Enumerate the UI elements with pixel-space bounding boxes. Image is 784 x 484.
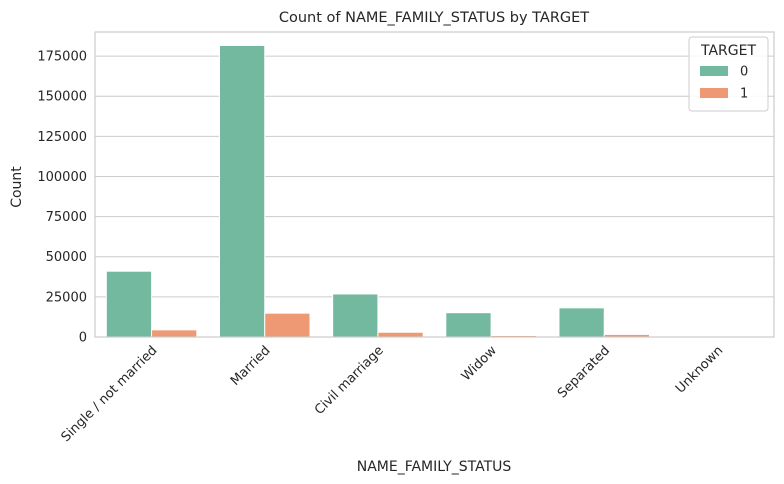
y-tick-label: 75000	[46, 210, 87, 225]
chart-title: Count of NAME_FAMILY_STATUS by TARGET	[279, 10, 589, 26]
legend-items: 01	[700, 65, 748, 102]
y-tick-label: 125000	[37, 130, 87, 145]
y-gridlines	[95, 55, 774, 338]
y-tick-label: 100000	[37, 170, 87, 185]
x-tick-label: Single / not married	[59, 343, 161, 445]
bar-separated-target-0	[558, 307, 605, 338]
bar-civil-marriage-target-0	[332, 293, 379, 338]
bar-single-not-married-target-0	[105, 270, 153, 338]
x-axis-label: NAME_FAMILY_STATUS	[357, 459, 512, 475]
y-tick-labels: 0 25000 50000 75000 100000 125000 150000 175000	[37, 50, 87, 346]
x-tick-label: Civil marriage	[312, 343, 387, 418]
bar-civil-marriage-target-1	[377, 331, 424, 338]
legend: TARGET 01	[688, 36, 769, 112]
legend-swatch-0	[700, 66, 728, 76]
legend-swatch-1	[700, 88, 728, 98]
x-tick-labels: Single / not married Married Civil marriag…	[59, 343, 727, 445]
bars	[105, 45, 718, 338]
y-tick-label: 175000	[37, 50, 87, 65]
legend-title: TARGET	[700, 43, 756, 59]
bar-married-target-1	[264, 312, 311, 338]
x-tick-label: Widow	[459, 343, 500, 384]
legend-label-1: 1	[740, 87, 748, 102]
bar-single-not-married-target-1	[151, 329, 198, 338]
y-axis-label: Count	[9, 166, 25, 208]
x-tick-label: Married	[228, 343, 274, 389]
bar-married-target-0	[218, 45, 266, 338]
legend-label-0: 0	[740, 65, 748, 80]
bar-widow-target-0	[445, 312, 492, 338]
plot-frame	[94, 31, 775, 338]
x-tick-label: Separated	[555, 343, 613, 401]
x-tick-label: Unknown	[673, 343, 726, 396]
y-tick-label: 150000	[37, 90, 87, 105]
y-tick-label: 0	[79, 331, 87, 346]
y-tick-label: 25000	[46, 290, 87, 305]
y-tick-label: 50000	[46, 250, 87, 265]
